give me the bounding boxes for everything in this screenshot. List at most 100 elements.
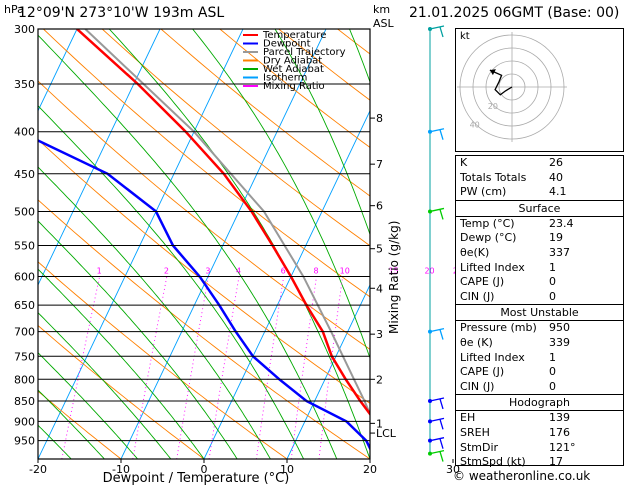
mixing-ratio-line <box>409 277 427 459</box>
mixing-ratio-label: 4 <box>236 267 241 276</box>
wind-barb-dot <box>428 27 432 31</box>
pressure-tick-label: 550 <box>14 239 35 252</box>
surface-label: CIN (J) <box>460 289 495 303</box>
isotherm-line <box>120 29 327 459</box>
index-row: PW (cm) 4.1 <box>456 185 623 200</box>
hodograph-ring-label: 40 <box>470 120 480 129</box>
surface-value: 23.4 <box>549 216 574 230</box>
mixing-ratio-line <box>176 276 209 459</box>
wind-barb-dot <box>428 329 432 334</box>
hodo-label: StmDir <box>460 440 499 454</box>
hodo-value: 17 <box>549 455 563 469</box>
unstable-table: Pressure (mb) 950 θe (K) 339 Lifted Index 1 CA… <box>456 321 623 394</box>
legend-label: Mixing Ratio <box>263 81 325 92</box>
hodograph-unit-label: kt <box>460 31 470 42</box>
hodo-row: SREH 176 <box>456 426 623 441</box>
wet-adiabat-line <box>38 352 138 459</box>
x-tick-label: 0 <box>201 463 208 476</box>
wind-barb <box>429 327 445 333</box>
wind-barb <box>429 417 445 423</box>
x-tick-label: -20 <box>29 463 47 476</box>
hpa-unit-label: hPa <box>4 3 24 16</box>
unstable-label: CIN (J) <box>460 379 495 393</box>
wind-barb-flag <box>439 419 444 430</box>
pressure-tick-label: 900 <box>14 415 35 428</box>
parcel-trajectory-line <box>84 29 370 417</box>
surface-label: Dewp (°C) <box>460 231 517 245</box>
pressure-tick-label: 500 <box>14 205 35 218</box>
dry-adiabat-line <box>38 80 370 350</box>
km-tick-label: 2 <box>376 373 383 386</box>
pressure-tick-label: 450 <box>14 168 35 181</box>
dry-adiabat-line <box>38 199 370 459</box>
indices-table: K 26 Totals Totals 40 PW (cm) 4.1 <box>456 156 623 200</box>
hodo-label: StmSpd (kt) <box>460 455 526 469</box>
surface-value: 19 <box>549 231 563 245</box>
isotherm-line <box>38 29 78 112</box>
km-tick-label: LCL <box>376 427 397 440</box>
unstable-label: Pressure (mb) <box>460 321 537 335</box>
dry-adiabat-line <box>42 29 370 298</box>
index-row: K 26 <box>456 156 623 171</box>
x-tick-label: 10 <box>280 463 294 476</box>
legend-label: Parcel Trajectory <box>263 47 346 58</box>
hodo-label: EH <box>460 411 476 425</box>
index-label: PW (cm) <box>460 185 507 199</box>
wind-barb-flag <box>439 438 444 449</box>
legend-label: Isotherm <box>263 73 307 84</box>
hodo-label: SREH <box>460 425 490 439</box>
wind-barb-flag <box>439 129 444 140</box>
unstable-title: Most Unstable <box>456 304 623 322</box>
unstable-row: CIN (J) 0 <box>456 380 623 395</box>
wet-adiabat-line <box>38 34 338 459</box>
surface-label: Lifted Index <box>460 260 525 274</box>
wind-barb-flag <box>439 398 444 410</box>
dry-adiabat-line <box>38 139 370 404</box>
unstable-value: 1 <box>549 350 556 364</box>
wind-barb-dot <box>428 419 432 424</box>
wet-adiabat-line <box>38 312 172 459</box>
wet-adiabat-line <box>274 29 370 236</box>
surface-value: 0 <box>549 275 556 289</box>
wind-barb <box>429 25 445 30</box>
dry-adiabat-line <box>101 29 370 247</box>
asl-unit-label: ASL <box>373 17 395 30</box>
mixing-ratio-line <box>290 276 317 459</box>
pressure-tick-label: 350 <box>14 78 35 91</box>
mixing-ratio-label: 10 <box>340 267 350 276</box>
dry-adiabat-line <box>38 390 122 459</box>
isotherm-line <box>38 29 244 459</box>
surface-table: Temp (°C) 23.4 Dewp (°C) 19 θe(K) 337 Lifted I… <box>456 217 623 305</box>
mixing-ratio-line <box>132 276 168 459</box>
hodograph-panel: 20 40 kt <box>455 28 624 152</box>
index-value: 4.1 <box>549 185 567 199</box>
wind-barb <box>429 397 445 402</box>
mixing-ratio-label: 15 <box>389 267 399 276</box>
mixing-ratio-label: 3 <box>205 267 210 276</box>
wind-barb <box>429 128 445 133</box>
km-tick-label: 8 <box>376 112 383 125</box>
km-tick-label: 5 <box>376 243 383 256</box>
hodo-value: 121° <box>549 440 576 454</box>
legend-label: Dewpoint <box>263 39 311 50</box>
pressure-tick-label: 400 <box>14 126 35 139</box>
surface-value: 337 <box>549 245 570 259</box>
hodograph-trace <box>489 69 513 96</box>
legend-label: Dry Adiabat <box>263 56 322 67</box>
hodo-value: 176 <box>549 425 570 439</box>
surface-title: Surface <box>456 199 623 217</box>
unstable-value: 0 <box>549 365 556 379</box>
index-label: Totals Totals <box>460 170 527 184</box>
dry-adiabat-line <box>38 324 205 459</box>
surface-value: 1 <box>549 260 556 274</box>
mixing-ratio-label: 1 <box>97 267 102 276</box>
wind-barb-flag <box>439 329 444 340</box>
wind-barb-flag <box>439 26 444 38</box>
x-tick-label: 20 <box>363 463 377 476</box>
wet-adiabat-line <box>38 389 105 459</box>
hodograph-table: EH 139 SREH 176 StmDir 121° StmSpd (kt) 17 <box>456 411 623 469</box>
pressure-tick-label: 650 <box>14 299 35 312</box>
pressure-tick-label: 600 <box>14 271 35 284</box>
wind-barb-dot <box>428 129 432 134</box>
mixing-ratio-label: 6 <box>281 267 286 276</box>
